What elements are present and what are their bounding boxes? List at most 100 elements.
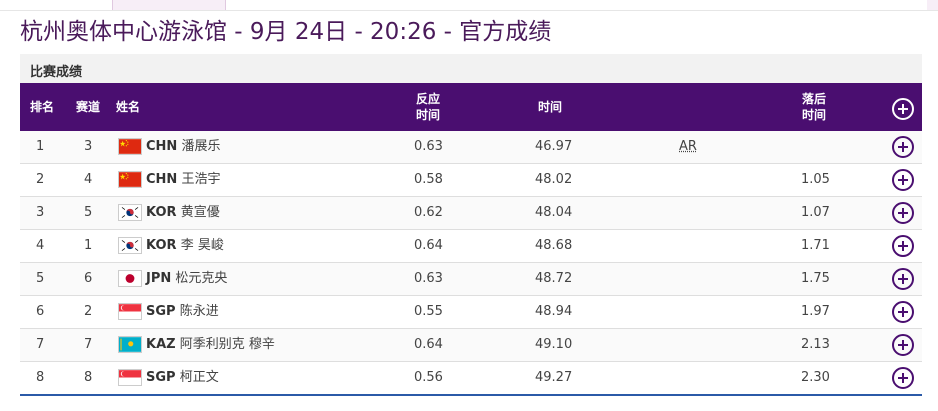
top-nav-bar: [0, 0, 938, 11]
reaction-cell: 0.55: [414, 304, 443, 319]
results-table-body: 1 3 CHN 潘展乐 0.63 46.97 AR 2 4 CHN 王浩宇 0.…: [20, 131, 922, 396]
lane-cell: 8: [84, 370, 93, 385]
reaction-cell: 0.62: [414, 205, 443, 220]
reaction-cell: 0.63: [414, 271, 443, 286]
table-row: 6 2 SGP 陈永进 0.55 48.94 1.97: [20, 296, 922, 329]
behind-cell: 1.75: [801, 271, 830, 286]
athlete-cell[interactable]: SGP 陈永进: [146, 296, 219, 328]
expand-row-plus-circle-icon[interactable]: [892, 268, 914, 290]
KAZ-flag-icon: [118, 336, 142, 353]
table-row: 1 3 CHN 潘展乐 0.63 46.97 AR: [20, 131, 922, 164]
behind-cell: 1.71: [801, 238, 830, 253]
expand-row-plus-circle-icon[interactable]: [892, 301, 914, 323]
athlete-name: 柯正文: [179, 370, 219, 385]
time-cell: 48.68: [535, 238, 573, 253]
time-cell: 48.94: [535, 304, 573, 319]
reaction-cell: 0.64: [414, 238, 443, 253]
rank-cell: 5: [36, 271, 45, 286]
KOR-flag-icon: [118, 237, 142, 254]
lane-cell: 3: [84, 139, 93, 154]
header-behind: 落后 时间: [794, 91, 834, 123]
country-code: CHN: [146, 139, 178, 154]
athlete-cell[interactable]: SGP 柯正文: [146, 362, 219, 394]
country-code: KOR: [146, 238, 177, 253]
time-cell: 48.02: [535, 172, 573, 187]
lane-cell: 4: [84, 172, 93, 187]
header-lane: 赛道: [75, 100, 100, 114]
country-code: CHN: [146, 172, 178, 187]
section-label: 比赛成绩: [30, 65, 83, 80]
time-cell: 48.72: [535, 271, 573, 286]
rank-cell: 8: [36, 370, 45, 385]
SGP-flag-icon: [118, 369, 142, 386]
lane-cell: 5: [84, 205, 93, 220]
athlete-cell[interactable]: CHN 王浩宇: [146, 164, 220, 196]
behind-cell: 1.05: [801, 172, 830, 187]
country-code: SGP: [146, 370, 176, 385]
header-behind-line2: 时间: [801, 108, 826, 122]
athlete-name: 陈永进: [179, 304, 219, 319]
reaction-cell: 0.63: [414, 139, 443, 154]
record-badge[interactable]: AR: [679, 139, 697, 154]
expand-row-plus-circle-icon[interactable]: [892, 367, 914, 389]
behind-cell: 1.07: [801, 205, 830, 220]
athlete-cell[interactable]: KOR 黄宣優: [146, 197, 220, 229]
time-cell: 49.10: [535, 337, 573, 352]
header-behind-line1: 落后: [801, 92, 826, 106]
KOR-flag-icon: [118, 204, 142, 221]
time-cell: 48.04: [535, 205, 573, 220]
lane-cell: 7: [84, 337, 93, 352]
expand-all-plus-circle-icon[interactable]: [892, 98, 914, 120]
athlete-cell[interactable]: KOR 李 昊峻: [146, 230, 224, 262]
reaction-cell: 0.58: [414, 172, 443, 187]
athlete-name: 松元克央: [175, 271, 228, 286]
table-row: 8 8 SGP 柯正文 0.56 49.27 2.30: [20, 362, 922, 396]
reaction-cell: 0.56: [414, 370, 443, 385]
expand-row-plus-circle-icon[interactable]: [892, 235, 914, 257]
behind-cell: 1.97: [801, 304, 830, 319]
expand-row-plus-circle-icon[interactable]: [892, 202, 914, 224]
CHN-flag-icon: [118, 171, 142, 188]
page-title: 杭州奥体中心游泳馆 - 9月 24日 - 20:26 - 官方成绩: [20, 19, 552, 45]
JPN-flag-icon: [118, 270, 142, 287]
country-code: JPN: [146, 271, 172, 286]
time-cell: 49.27: [535, 370, 573, 385]
lane-cell: 6: [84, 271, 93, 286]
rank-cell: 4: [36, 238, 45, 253]
header-name: 姓名: [116, 100, 141, 114]
athlete-cell[interactable]: JPN 松元克央: [146, 263, 227, 295]
expand-row-plus-circle-icon[interactable]: [892, 136, 914, 158]
behind-cell: 2.30: [801, 370, 830, 385]
table-header: 排名 赛道 姓名 反应 时间 时间 落后 时间: [20, 83, 922, 131]
athlete-name: 王浩宇: [181, 172, 221, 187]
expand-row-plus-circle-icon[interactable]: [892, 334, 914, 356]
athlete-cell[interactable]: CHN 潘展乐: [146, 131, 220, 163]
header-rank: 排名: [29, 100, 54, 114]
table-row: 2 4 CHN 王浩宇 0.58 48.02 1.05: [20, 164, 922, 197]
expand-row-plus-circle-icon[interactable]: [892, 169, 914, 191]
time-cell: 46.97: [535, 139, 573, 154]
rank-cell: 7: [36, 337, 45, 352]
lane-cell: 1: [84, 238, 93, 253]
athlete-name: 黄宣優: [180, 205, 220, 220]
rank-cell: 2: [36, 172, 45, 187]
rank-cell: 6: [36, 304, 45, 319]
header-time: 时间: [537, 100, 562, 114]
rank-cell: 3: [36, 205, 45, 220]
athlete-name: 李 昊峻: [180, 238, 224, 253]
active-nav-tab[interactable]: [112, 0, 226, 10]
table-row: 7 7 KAZ 阿季利别克 穆辛 0.64 49.10 2.13: [20, 329, 922, 362]
country-code: SGP: [146, 304, 176, 319]
athlete-cell[interactable]: KAZ 阿季利别克 穆辛: [146, 329, 275, 361]
scroll-handle[interactable]: [927, 0, 938, 10]
country-code: KAZ: [146, 337, 176, 352]
CHN-flag-icon: [118, 138, 142, 155]
table-row: 3 5 KOR 黄宣優 0.62 48.04 1.07: [20, 197, 922, 230]
country-code: KOR: [146, 205, 177, 220]
header-reaction-line1: 反应: [415, 92, 440, 106]
header-reaction-line2: 时间: [415, 108, 440, 122]
SGP-flag-icon: [118, 303, 142, 320]
table-row: 5 6 JPN 松元克央 0.63 48.72 1.75: [20, 263, 922, 296]
reaction-cell: 0.64: [414, 337, 443, 352]
header-reaction: 反应 时间: [408, 91, 448, 123]
